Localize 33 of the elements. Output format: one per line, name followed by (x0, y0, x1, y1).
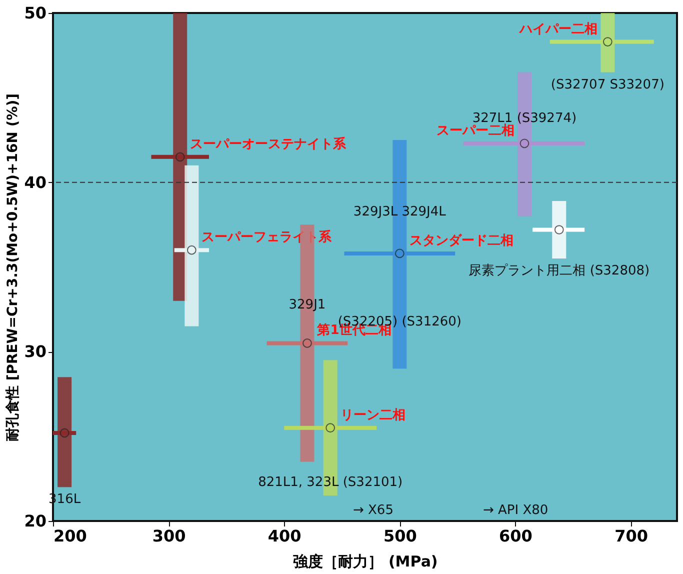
series-label: ハイパー二相 (518, 22, 598, 37)
series-label: スーパーオーステナイト系 (190, 136, 348, 152)
point (60, 428, 70, 438)
x-tick-label: 700 (614, 526, 648, 546)
y-tick-label: 30 (24, 342, 46, 362)
point (394, 248, 404, 258)
x-tick-label: 300 (152, 526, 186, 546)
x-tick-label: 200 (54, 526, 87, 546)
annotation: → API X80 (483, 503, 548, 518)
y-tick-label: 40 (24, 172, 46, 192)
annotation: → X65 (353, 503, 394, 518)
x-tick-label: 500 (383, 526, 417, 546)
series-label: リーン二相 (340, 408, 406, 423)
series-label: スタンダード二相 (410, 233, 514, 248)
point (554, 225, 564, 234)
y-tick-label: 20 (24, 512, 46, 530)
y-tick-label: 50 (24, 4, 46, 22)
point (175, 152, 185, 162)
point (186, 245, 196, 255)
annotation: (S32707 S33207) (550, 77, 664, 92)
point (326, 423, 336, 433)
series-label: スーパーフェライト系 (202, 229, 333, 246)
x-tick-label: 600 (499, 526, 532, 546)
y-axis-title: 耐孔食性 [PREW=Cr+3.3(Mo+0.5W)+16N (%)] (5, 93, 22, 442)
point (520, 138, 530, 148)
x-tick-label: 400 (268, 526, 302, 546)
annotation: 329J3L 329J4L (353, 204, 447, 220)
annotation: 821L1, 323L (S32101) (258, 475, 403, 490)
point (602, 37, 612, 46)
x-axis-title: 強度［耐力］ (MPa) (293, 552, 438, 570)
annotation: 329J1 (288, 297, 326, 312)
point (302, 338, 312, 348)
annotation: 尿素プラント用二相 (S32808) (468, 264, 650, 279)
